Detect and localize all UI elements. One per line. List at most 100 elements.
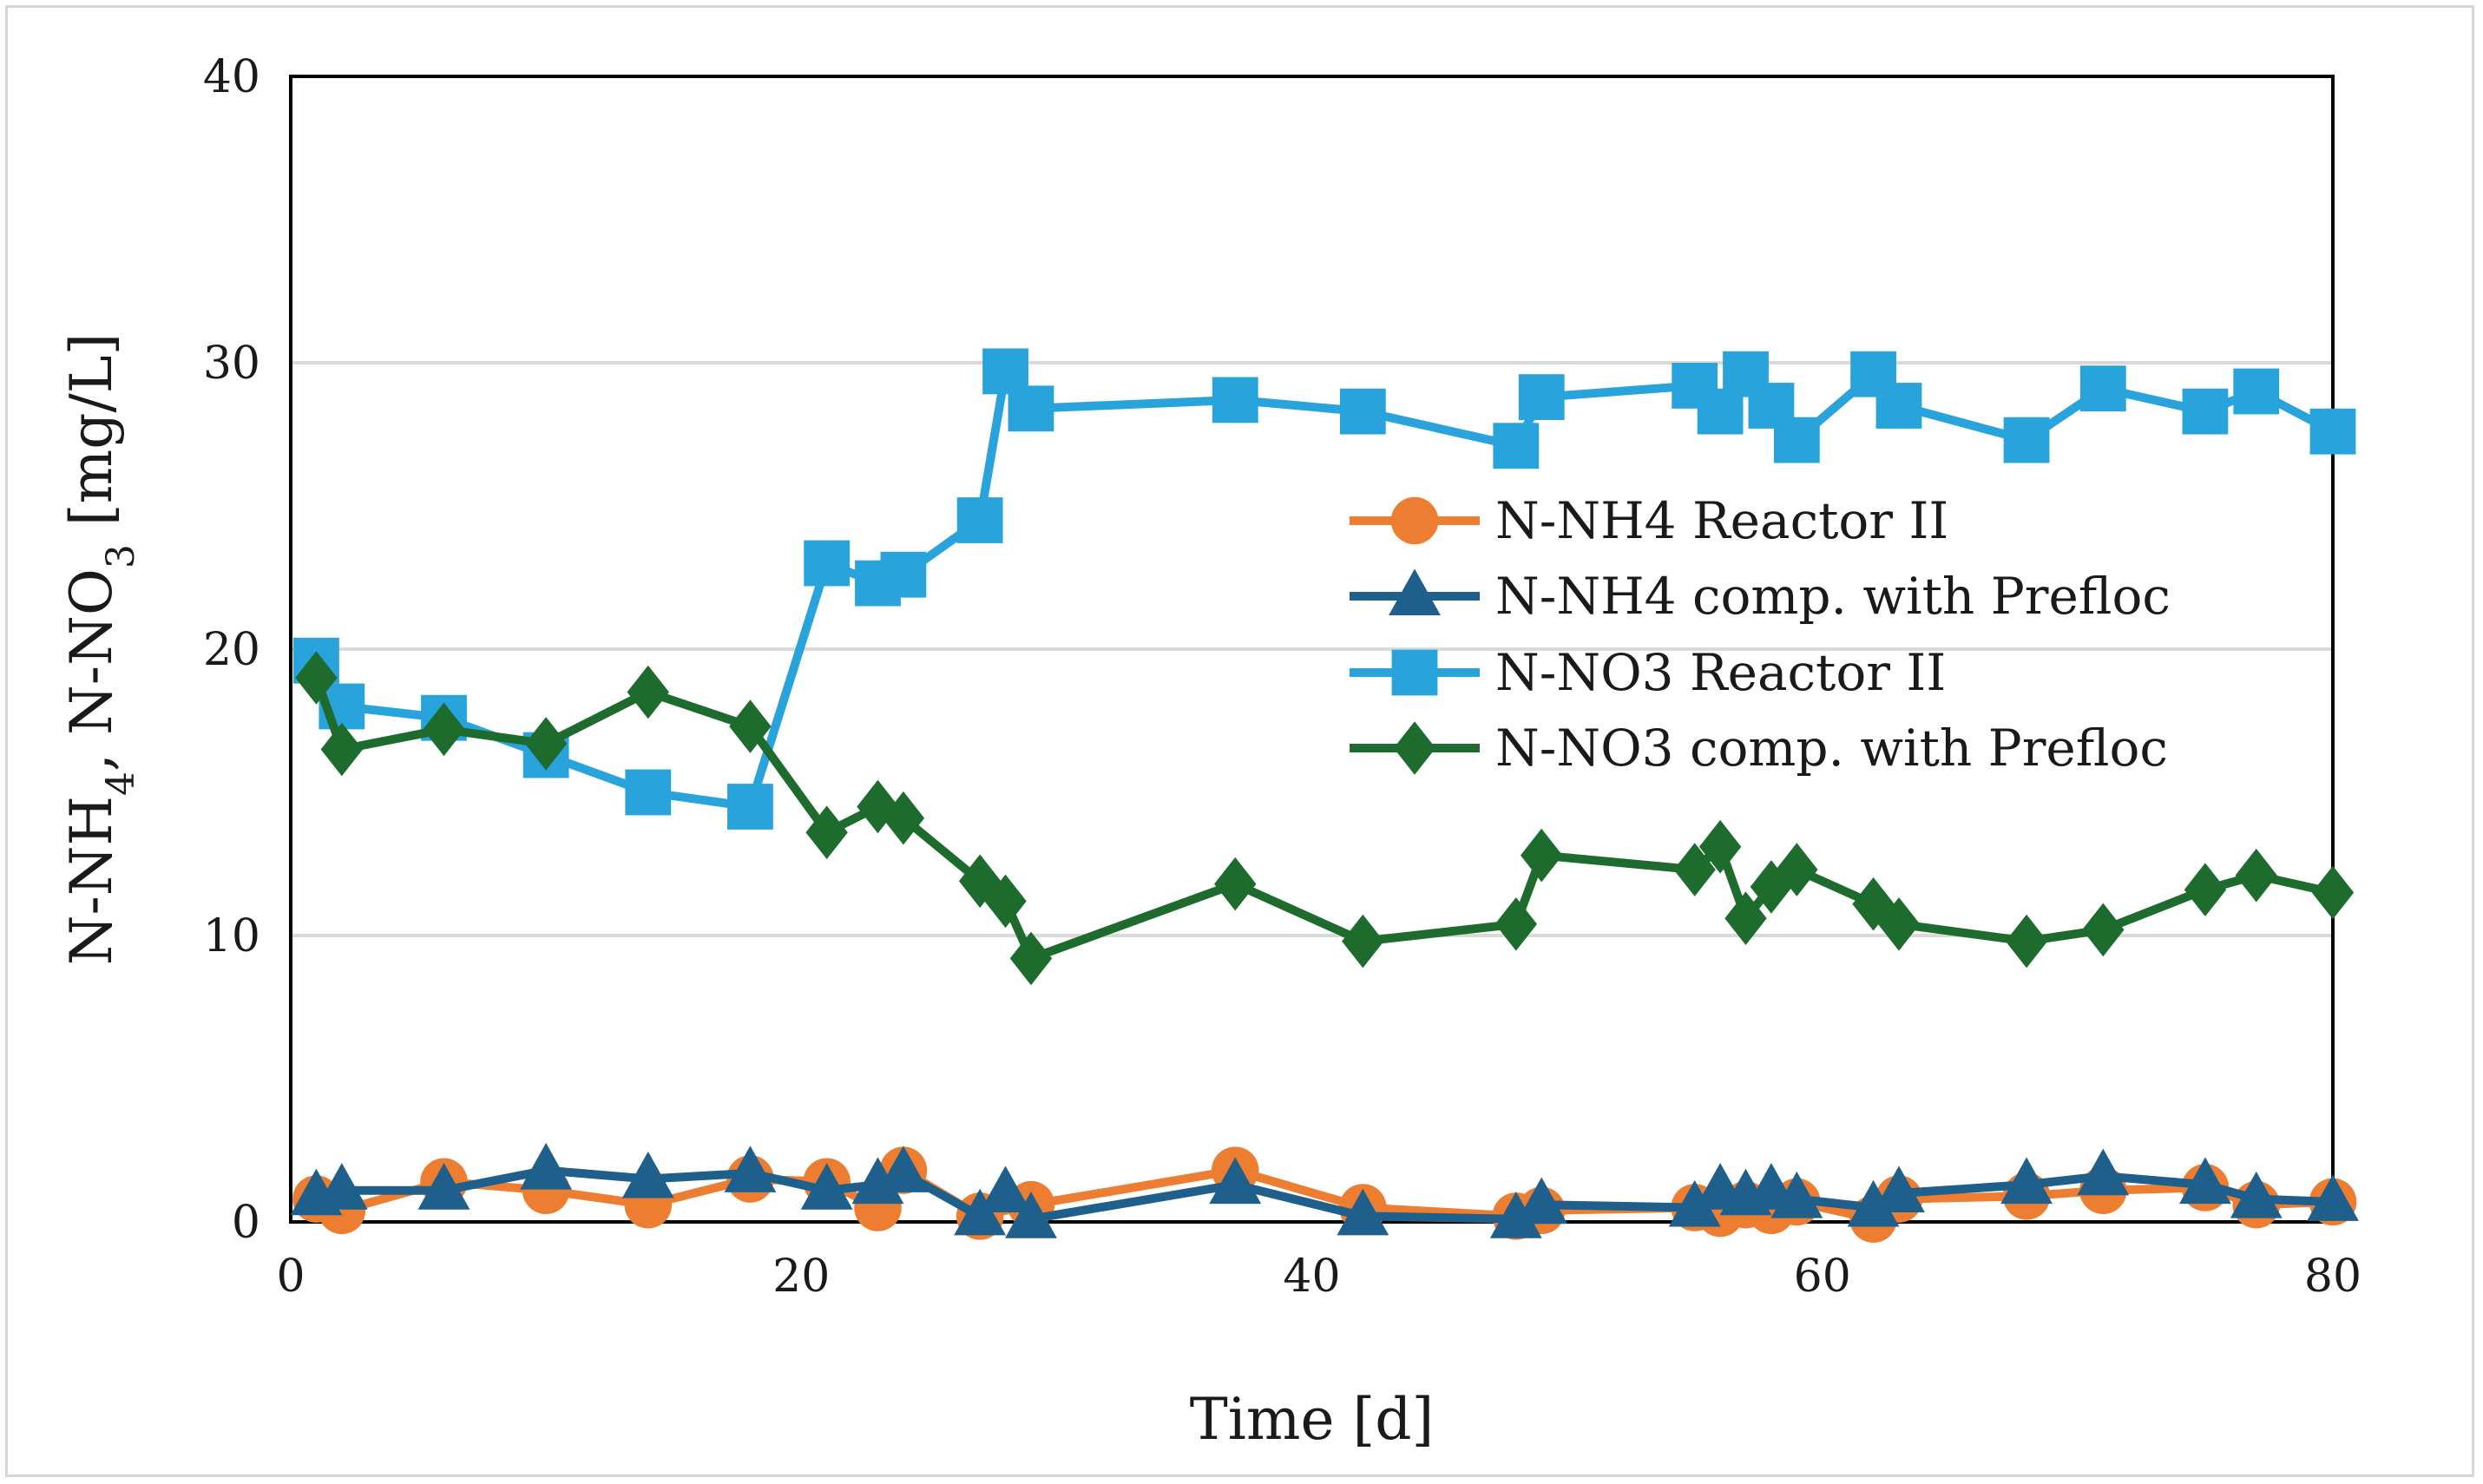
- data-point: [882, 791, 925, 845]
- data-point: [1008, 385, 1054, 432]
- data-point: [621, 1151, 674, 1198]
- y-axis-title-part: , N-NO: [58, 568, 125, 772]
- data-point: [1342, 914, 1384, 969]
- y-axis-title-part: N-NH: [58, 796, 125, 965]
- y-axis-title-part: [mg/L]: [58, 333, 125, 544]
- data-point: [724, 1146, 777, 1192]
- data-point: [625, 769, 672, 816]
- data-point: [956, 497, 1003, 543]
- y-tick-label: 20: [203, 624, 260, 676]
- y-tick-label: 10: [203, 910, 260, 962]
- data-point: [2184, 863, 2227, 916]
- legend-label: N-NO3 comp. with Prefloc: [1495, 719, 2168, 778]
- data-point: [857, 779, 899, 834]
- chart-frame: [5, 5, 2474, 1477]
- series-layer: [290, 348, 2359, 1243]
- series-line: [312, 676, 2335, 963]
- data-point: [2309, 408, 2356, 455]
- legend: N-NH4 Reactor II N-NH4 comp. with Prefloc…: [1350, 491, 2171, 778]
- tick-labels: 0 10 20 30 40 0 20 40 60 80: [203, 51, 2361, 1303]
- y-axis-title: N-NH4, N-NO3 [mg/L]: [58, 333, 143, 966]
- data-point: [1489, 1192, 1542, 1238]
- x-tick-label: 80: [2304, 1251, 2361, 1303]
- legend-swatch-marker: [1389, 568, 1441, 615]
- x-tick-label: 40: [1283, 1251, 1340, 1303]
- data-point: [2182, 388, 2229, 435]
- data-point: [524, 717, 568, 771]
- series-line: [312, 366, 2335, 811]
- data-point: [805, 805, 848, 859]
- data-point: [1770, 1171, 1823, 1218]
- data-point: [2003, 417, 2050, 463]
- data-point: [423, 702, 465, 757]
- series-3: [293, 348, 2356, 830]
- y-tick-label: 40: [203, 51, 260, 103]
- y-axis-title-part: 3: [99, 544, 143, 568]
- data-point: [1521, 828, 1563, 883]
- data-point: [958, 854, 1002, 909]
- data-point: [1212, 377, 1258, 424]
- data-point: [804, 540, 851, 587]
- data-point: [2233, 368, 2280, 415]
- data-point: [1494, 897, 1537, 951]
- plot-area-border: [289, 75, 2335, 1224]
- data-point: [1668, 1179, 1721, 1227]
- data-point: [417, 1163, 470, 1210]
- data-point: [1776, 843, 1818, 896]
- data-point: [979, 1166, 1032, 1212]
- legend-entry: N-NO3 Reactor II: [1350, 643, 1946, 702]
- data-point: [2079, 365, 2126, 412]
- legend-label: N-NH4 Reactor II: [1495, 491, 1948, 550]
- y-tick-label: 30: [203, 338, 260, 390]
- legend-entry: N-NO3 comp. with Prefloc: [1350, 719, 2168, 778]
- data-point: [1493, 423, 1540, 469]
- data-point: [320, 722, 364, 777]
- data-point: [800, 1163, 853, 1210]
- data-point: [1877, 897, 1921, 951]
- data-point: [1515, 1177, 1568, 1225]
- series-2: [290, 1142, 2359, 1238]
- x-tick-label: 20: [772, 1251, 830, 1303]
- data-point: [1873, 1166, 1925, 1212]
- data-point: [880, 551, 927, 598]
- legend-swatch-marker: [1393, 721, 1436, 775]
- data-point: [627, 665, 669, 719]
- data-point: [2235, 848, 2277, 903]
- legend-entry: N-NH4 Reactor II: [1350, 491, 1948, 550]
- data-point: [2000, 1157, 2053, 1205]
- data-point: [1339, 388, 1386, 435]
- data-point: [315, 1163, 368, 1210]
- x-tick-label: 60: [1794, 1251, 1851, 1303]
- data-point: [1724, 891, 1767, 945]
- plot-area: [289, 75, 2335, 1224]
- data-point: [877, 1146, 929, 1192]
- data-point: [2179, 1157, 2231, 1205]
- data-point: [1673, 843, 1716, 896]
- y-tick-label: 0: [232, 1197, 260, 1249]
- data-point: [2082, 903, 2125, 957]
- data-point: [520, 1142, 573, 1190]
- legend-swatch-marker: [1391, 649, 1438, 696]
- data-point: [1698, 819, 1742, 874]
- data-point: [727, 784, 773, 830]
- data-point: [2311, 865, 2355, 920]
- data-point: [1518, 374, 1565, 420]
- data-point: [729, 699, 772, 753]
- data-point: [1214, 857, 1257, 911]
- legend-label: N-NH4 comp. with Prefloc: [1495, 567, 2171, 626]
- data-point: [2307, 1174, 2359, 1221]
- data-point: [295, 651, 338, 705]
- data-point: [1875, 383, 1922, 429]
- data-point: [1005, 1192, 1057, 1238]
- legend-entry: N-NH4 comp. with Prefloc: [1350, 567, 2171, 626]
- y-axis-title-part: 4: [99, 772, 143, 796]
- legend-swatch-marker: [1390, 496, 1439, 545]
- data-point: [2005, 914, 2048, 969]
- data-point: [984, 874, 1027, 929]
- x-axis-title: Time [d]: [1190, 1386, 1435, 1453]
- data-point: [1847, 1179, 1900, 1227]
- data-point: [2230, 1171, 2283, 1218]
- data-point: [2077, 1148, 2130, 1196]
- data-point: [1209, 1157, 1262, 1205]
